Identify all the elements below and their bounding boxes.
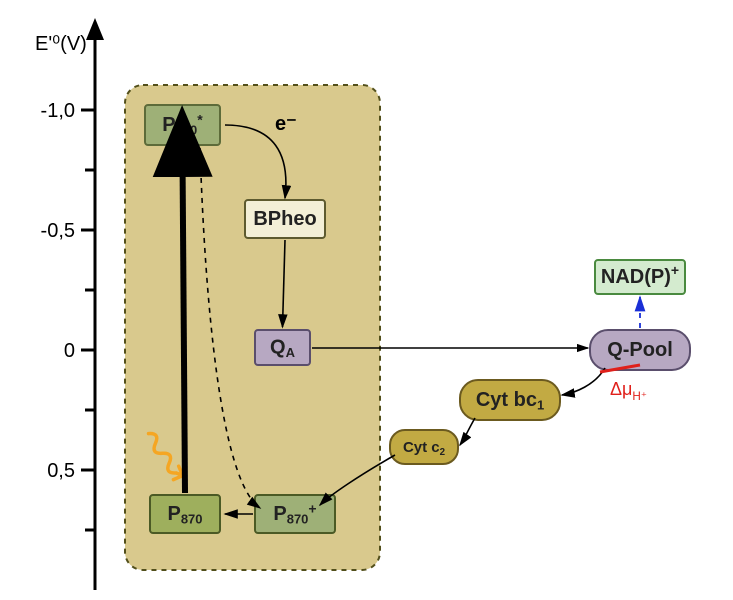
- axis-tick-label: 0: [64, 340, 75, 362]
- y-axis-arrowhead: [86, 18, 104, 40]
- axis-tick-label: -0,5: [41, 220, 75, 242]
- axis-tick-label: -1,0: [41, 100, 75, 122]
- svg-text:Cyt c2: Cyt c2: [403, 439, 446, 458]
- axis-tick-label: 0,5: [47, 460, 75, 482]
- label-electron: e⁻: [275, 113, 297, 135]
- diagram-canvas: -1,0-0,500,5E'⁰(V)P870*BPheoQAP870P870+Q…: [0, 0, 733, 600]
- svg-text:NAD(P)+: NAD(P)+: [601, 262, 679, 289]
- svg-text:BPheo: BPheo: [253, 208, 316, 230]
- arrow-cytbc1-cytc2: [460, 418, 475, 445]
- label-delta-mu: ΔμH⁺: [610, 379, 647, 403]
- svg-text:Q-Pool: Q-Pool: [607, 339, 673, 361]
- axis-title: E'⁰(V): [35, 33, 87, 55]
- svg-text:ΔμH⁺: ΔμH⁺: [610, 379, 647, 403]
- svg-text:Cyt bc1: Cyt bc1: [476, 389, 544, 413]
- arrow-excitation: [183, 159, 186, 493]
- arrow-qpool-cytbc1: [562, 368, 605, 395]
